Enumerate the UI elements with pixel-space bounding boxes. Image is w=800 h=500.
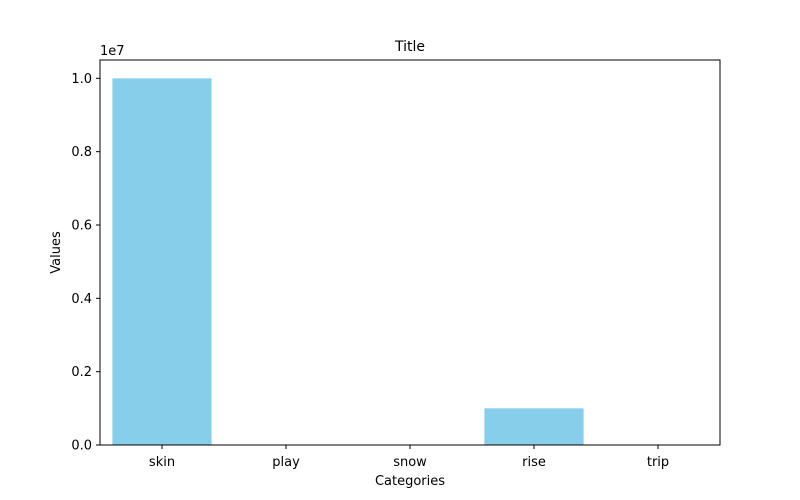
plot-area [112,78,584,445]
y-tick-label-1: 0.2 [71,365,92,380]
y-tick-label-4: 0.8 [71,145,92,160]
bar-skin [112,78,212,445]
x-axis-label: Categories [375,474,445,489]
x-tick-label-rise: rise [522,455,546,470]
x-tick-label-snow: snow [393,455,427,470]
x-tick-label-skin: skin [149,455,175,470]
y-tick-label-5: 1.0 [71,72,92,87]
x-tick-label-play: play [272,455,300,470]
y-axis-label: Values [49,231,64,274]
bar-rise [484,408,584,445]
y-axis-multiplier: 1e7 [100,44,125,59]
chart-title: Title [394,39,425,55]
y-tick-label-3: 0.6 [71,219,92,234]
y-tick-label-2: 0.4 [71,292,92,307]
x-tick-label-trip: trip [647,455,669,470]
y-tick-label-0: 0.0 [71,439,92,454]
